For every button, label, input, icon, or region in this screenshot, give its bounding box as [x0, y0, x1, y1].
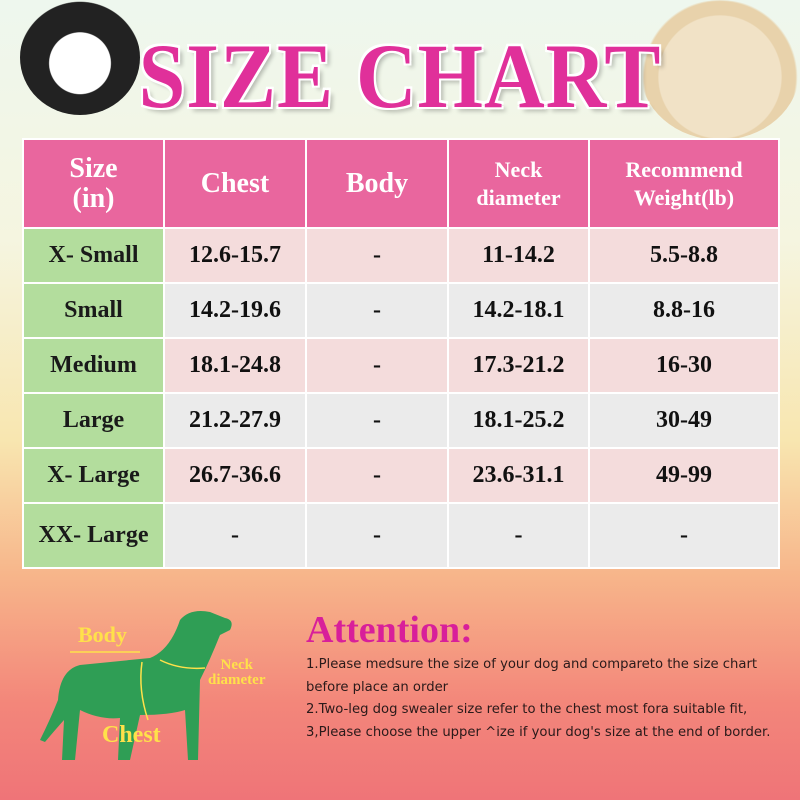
value-cell: -: [305, 282, 449, 339]
value-cell: 17.3-21.2: [447, 337, 590, 394]
value-cell: 23.6-31.1: [447, 447, 590, 504]
neck-label-line: Neck: [220, 657, 253, 673]
header-text: Neck: [494, 156, 543, 182]
header-text: diameter: [476, 184, 561, 210]
neck-label: Neck diameter: [208, 658, 265, 688]
note-line: 3,Please choose the upper ^ize if your d…: [306, 724, 771, 740]
attention-notes: 1.Please medsure the size of your dog an…: [306, 654, 791, 744]
table-row: Small 14.2-19.6-14.2-18.1 8.8-16: [22, 282, 780, 339]
value-cell: -: [588, 502, 780, 569]
value-cell: 8.8-16: [588, 282, 780, 339]
header-chest: Chest: [163, 138, 307, 229]
value-cell: 26.7-36.6: [163, 447, 307, 504]
value-cell: -: [305, 392, 449, 449]
value-cell: 14.2-19.6: [163, 282, 307, 339]
size-cell: Medium: [22, 337, 165, 394]
dog-measure-diagram: Body Neck diameter Chest: [20, 590, 300, 770]
value-cell: 14.2-18.1: [447, 282, 590, 339]
value-cell: 49-99: [588, 447, 780, 504]
size-cell: X- Small: [22, 227, 165, 284]
attention-heading: Attention:: [306, 609, 473, 651]
value-cell: -: [305, 337, 449, 394]
value-cell: 12.6-15.7: [163, 227, 307, 284]
page-title: SIZE CHART: [138, 25, 662, 128]
header-text: (in): [72, 182, 115, 214]
note-line: 1.Please medsure the size of your dog an…: [306, 657, 758, 695]
table-row: Medium 18.1-24.8-17.3-21.2 16-30: [22, 337, 780, 394]
value-cell: 18.1-25.2: [447, 392, 590, 449]
table-row: Large 21.2-27.9-18.1-25.2 30-49: [22, 392, 780, 449]
value-cell: -: [305, 447, 449, 504]
size-cell: X- Large: [22, 447, 165, 504]
header-neck: Neck diameter: [447, 138, 590, 229]
table-row: X- Small 12.6-15.7-11-14.2 5.5-8.8: [22, 227, 780, 284]
header-weight: Recommend Weight(lb): [588, 138, 780, 229]
body-label: Body: [78, 622, 127, 647]
cat-photo: [20, 0, 140, 115]
size-table: Size (in) Chest Body Neck diameter Recomme…: [22, 138, 780, 569]
value-cell: -: [305, 227, 449, 284]
neck-label-line: diameter: [208, 672, 266, 688]
table-header: Size (in) Chest Body Neck diameter Recomme…: [22, 138, 780, 229]
value-cell: 5.5-8.8: [588, 227, 780, 284]
size-cell: Large: [22, 392, 165, 449]
chest-label: Chest: [102, 722, 161, 748]
header-size: Size (in): [22, 138, 165, 229]
note-line: 2.Two-leg dog swealer size refer to the …: [306, 702, 748, 718]
header-text: Size: [69, 152, 118, 184]
value-cell: 16-30: [588, 337, 780, 394]
table-row: XX- Large - - - -: [22, 502, 780, 569]
value-cell: 21.2-27.9: [163, 392, 307, 449]
value-cell: -: [163, 502, 307, 569]
dog-silhouette-icon: [40, 611, 232, 760]
header-body: Body: [305, 138, 449, 229]
value-cell: -: [305, 502, 449, 569]
size-cell: XX- Large: [22, 502, 165, 569]
value-cell: 11-14.2: [447, 227, 590, 284]
size-cell: Small: [22, 282, 165, 339]
header-text: Recommend: [625, 156, 743, 182]
header-text: Weight(lb): [633, 184, 735, 210]
table-row: X- Large 26.7-36.6-23.6-31.1 49-99: [22, 447, 780, 504]
dog-photo: [640, 0, 800, 140]
value-cell: -: [447, 502, 590, 569]
value-cell: 30-49: [588, 392, 780, 449]
value-cell: 18.1-24.8: [163, 337, 307, 394]
